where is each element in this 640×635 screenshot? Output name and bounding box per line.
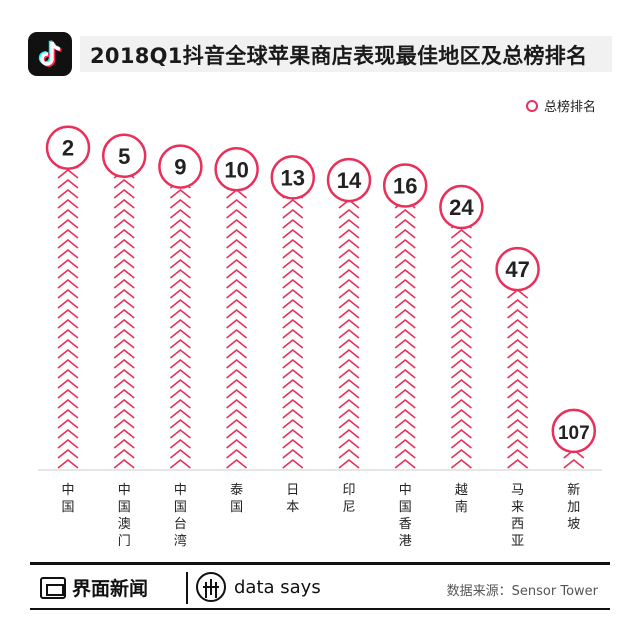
bar: 24 越南 (439, 184, 484, 515)
category-label: 中国香港 (399, 483, 412, 549)
bar: 2 中国 (45, 125, 91, 515)
category-label: 印尼 (342, 483, 355, 515)
rank-label: 10 (224, 157, 248, 182)
rank-chart: 2 中国 5 中国澳门 9 中国台湾 10 泰国 13 日本 14 印尼 16 中国香港 24 越南 47 马来西… (38, 125, 602, 549)
rank-circle (551, 408, 597, 454)
category-label: 泰国 (230, 483, 243, 515)
footer-bottom-rule (30, 608, 610, 610)
category-label: 中国澳门 (118, 483, 131, 549)
title-bar: 2018Q1抖音全球苹果商店表现最佳地区及总榜排名 (28, 32, 612, 76)
rank-circle (214, 147, 259, 192)
bar: 47 马来西亚 (495, 246, 540, 549)
chevron-stack (507, 288, 529, 469)
category-label: 越南 (455, 483, 468, 515)
rank-circle (495, 246, 540, 292)
legend: 总榜排名 (525, 96, 596, 115)
legend-label: 总榜排名 (543, 100, 596, 115)
rank-label: 47 (505, 257, 529, 282)
rank-label: 14 (337, 168, 362, 193)
rank-label: 9 (174, 155, 186, 180)
chevron-stack (394, 198, 416, 469)
tiktok-note-icon (28, 32, 72, 76)
rank-label: 16 (393, 173, 417, 198)
chevron-stack (338, 198, 360, 469)
category-label: 日本 (286, 483, 299, 515)
chart-title: 2018Q1抖音全球苹果商店表现最佳地区及总榜排名 (90, 44, 588, 68)
rank-label: 2 (62, 136, 74, 161)
rank-label: 13 (281, 165, 305, 190)
data-says-name: data says (234, 576, 321, 598)
legend-marker (525, 99, 538, 112)
footer-separator (186, 572, 188, 604)
chevron-stack (169, 178, 191, 469)
brand: 界面新闻 (40, 574, 148, 601)
rank-label: 107 (558, 423, 590, 444)
chevron-stack (282, 188, 304, 469)
rank-circle (158, 144, 203, 189)
category-label: 马来西亚 (511, 483, 524, 549)
category-label: 中国 (61, 483, 74, 515)
bar: 13 日本 (270, 155, 316, 515)
rank-circle (326, 157, 372, 203)
bar: 14 印尼 (326, 157, 372, 515)
bar: 10 泰国 (214, 147, 259, 515)
rank-label: 24 (449, 195, 474, 220)
jiemian-logo-icon (40, 576, 66, 599)
category-label: 中国台湾 (174, 483, 187, 549)
rank-circle (382, 163, 428, 208)
data-source: 数据来源：Sensor Tower (446, 584, 598, 599)
rank-circle (101, 133, 147, 179)
chevron-stack (113, 168, 135, 469)
bar: 16 中国香港 (382, 163, 428, 549)
data-says-brand: data says (196, 572, 321, 602)
rank-label: 5 (118, 144, 130, 169)
rank-circle (45, 125, 91, 170)
rank-circle (270, 155, 316, 200)
data-says-logo-icon (196, 572, 226, 602)
chevron-stack (226, 188, 248, 469)
chevron-stack (57, 158, 79, 469)
footer-divider (30, 562, 610, 565)
rank-circle (439, 184, 484, 230)
bar: 107 新加坡 (551, 408, 597, 532)
category-label: 新加坡 (567, 482, 580, 532)
bar: 5 中国澳门 (101, 133, 147, 549)
title-band (80, 36, 612, 72)
brand-name: 界面新闻 (72, 578, 149, 600)
chevron-stack (450, 218, 472, 469)
bar: 9 中国台湾 (158, 144, 203, 549)
